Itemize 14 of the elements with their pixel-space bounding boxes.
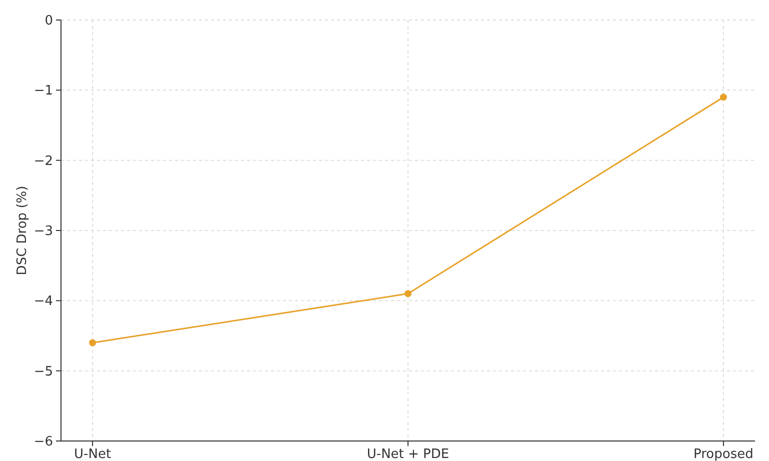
point <box>720 94 727 101</box>
y-tick-label: −6 <box>34 434 53 450</box>
y-tick-label: −3 <box>34 224 53 240</box>
point <box>89 339 96 346</box>
x-tick-label: Proposed <box>694 447 754 461</box>
y-axis-title: DSC Drop (%) <box>15 186 30 276</box>
x-tick-label: U-Net + PDE <box>366 447 450 461</box>
point <box>404 290 412 298</box>
y-tick-label: −2 <box>34 154 53 169</box>
x-tick-label: U-Net <box>74 447 112 461</box>
y-tick-label: −5 <box>34 364 53 380</box>
y-tick-label: −4 <box>34 294 53 310</box>
y-tick-label: 0 <box>44 14 53 29</box>
y-tick-label: −1 <box>34 84 53 99</box>
